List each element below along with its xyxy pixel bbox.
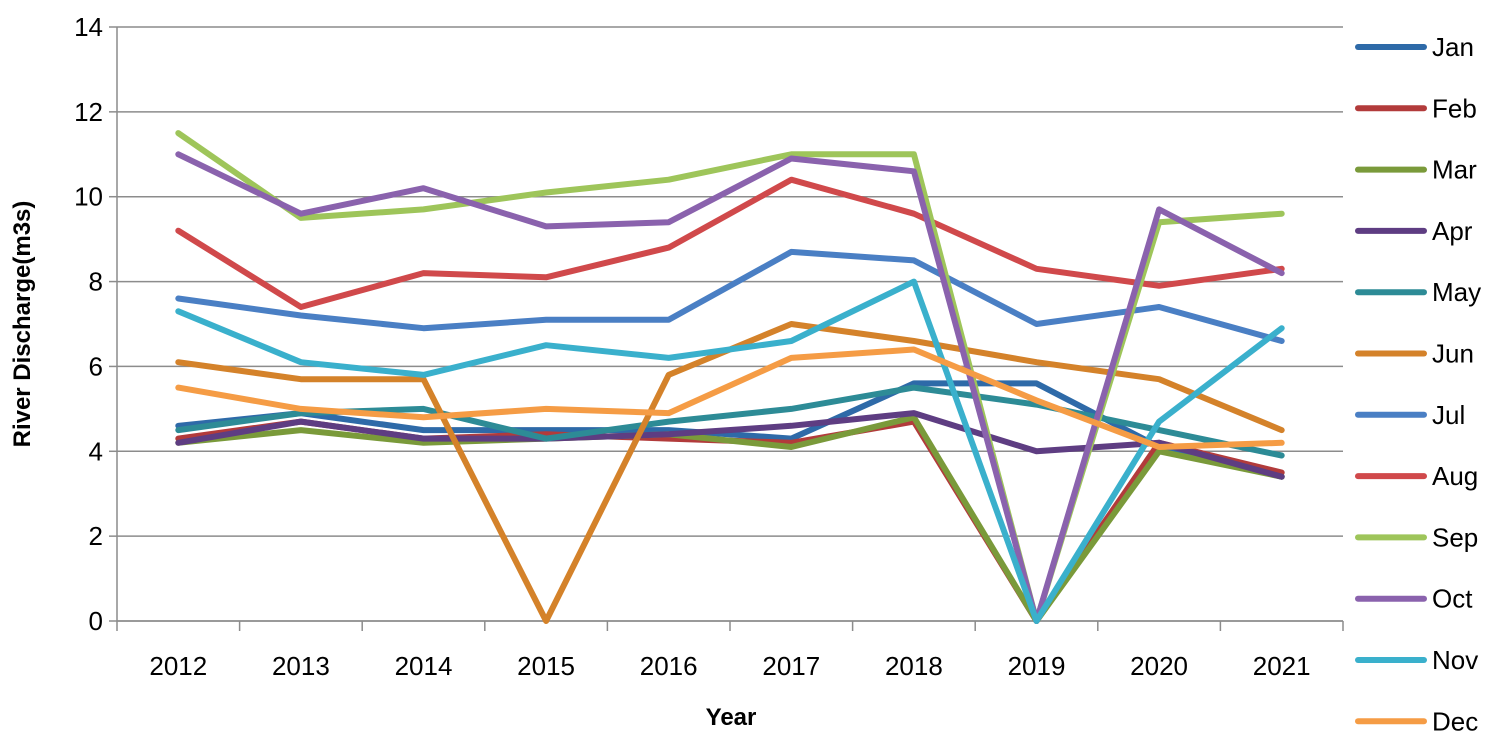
x-tick-label: 2019 xyxy=(1008,651,1066,681)
y-tick-label: 8 xyxy=(89,267,103,297)
legend-item-may: May xyxy=(1355,277,1481,307)
y-tick-label: 14 xyxy=(74,12,103,42)
legend-item-feb: Feb xyxy=(1355,93,1477,123)
legend-label: Jul xyxy=(1432,400,1465,430)
legend-item-sep: Sep xyxy=(1355,522,1478,552)
legend-label: Oct xyxy=(1432,584,1473,614)
legend-label: Aug xyxy=(1432,461,1478,491)
y-tick-label: 2 xyxy=(89,521,103,551)
legend-label: Apr xyxy=(1432,216,1473,246)
legend-item-jan: Jan xyxy=(1355,32,1474,62)
series-line-aug xyxy=(175,176,1285,310)
series-line-dec xyxy=(175,346,1285,450)
series-line-oct xyxy=(175,151,1285,624)
x-axis-title: Year xyxy=(706,704,757,731)
y-tick-labels: 0 2 4 6 8 10 12 14 xyxy=(74,12,103,636)
series-lines xyxy=(175,130,1285,624)
legend-label: Jan xyxy=(1432,32,1474,62)
legend-item-nov: Nov xyxy=(1355,645,1478,675)
y-tick-label: 10 xyxy=(74,182,103,212)
legend-label: Feb xyxy=(1432,93,1477,123)
legend-item-jul: Jul xyxy=(1355,400,1465,430)
x-tick-label: 2014 xyxy=(395,651,453,681)
series-line-jul xyxy=(175,248,1285,344)
legend: Jan Feb Mar Apr May Jun Jul Aug Sep Oct Nov Dec xyxy=(1355,32,1481,736)
y-tick-label: 4 xyxy=(89,436,103,466)
series-line-apr xyxy=(175,410,1285,480)
legend-item-mar: Mar xyxy=(1355,155,1477,185)
y-tick-label: 0 xyxy=(89,606,103,636)
legend-item-dec: Dec xyxy=(1355,706,1478,736)
y-axis-title: River Discharge(m3s) xyxy=(9,201,36,448)
axes xyxy=(109,26,1344,631)
x-tick-label: 2012 xyxy=(149,651,207,681)
x-tick-label: 2013 xyxy=(272,651,330,681)
legend-item-jun: Jun xyxy=(1355,339,1474,369)
legend-label: May xyxy=(1432,277,1481,307)
gridlines xyxy=(117,26,1343,622)
y-tick-label: 12 xyxy=(74,97,103,127)
legend-label: Sep xyxy=(1432,522,1478,552)
legend-label: Jun xyxy=(1432,339,1474,369)
legend-item-oct: Oct xyxy=(1355,584,1473,614)
legend-item-apr: Apr xyxy=(1355,216,1473,246)
legend-label: Nov xyxy=(1432,645,1478,675)
x-tick-label: 2015 xyxy=(517,651,575,681)
series-line-nov xyxy=(175,278,1285,624)
series-line-mar xyxy=(175,414,1285,624)
legend-label: Mar xyxy=(1432,155,1477,185)
x-tick-labels: 2012 2013 2014 2015 2016 2017 2018 2019 2020 2021 xyxy=(149,651,1310,681)
y-tick-label: 6 xyxy=(89,351,103,381)
x-tick-label: 2016 xyxy=(640,651,698,681)
x-tick-label: 2017 xyxy=(762,651,820,681)
legend-label: Dec xyxy=(1432,706,1478,736)
x-tick-label: 2018 xyxy=(885,651,943,681)
x-tick-label: 2021 xyxy=(1253,651,1311,681)
x-tick-label: 2020 xyxy=(1130,651,1188,681)
legend-item-aug: Aug xyxy=(1355,461,1478,491)
